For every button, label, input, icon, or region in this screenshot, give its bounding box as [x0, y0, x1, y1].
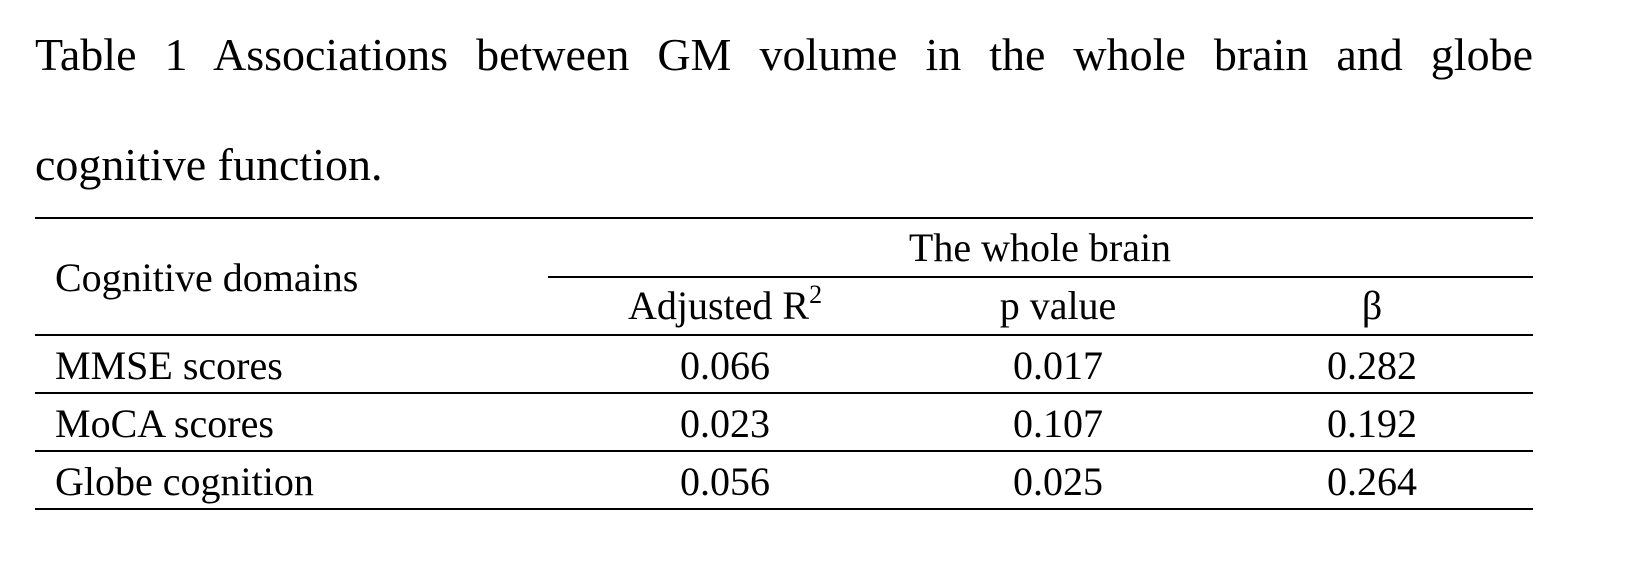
- value-cell: 0.282: [1327, 343, 1417, 388]
- value-cell: 0.017: [1013, 343, 1103, 388]
- value-cell: 0.023: [680, 401, 770, 446]
- row-rule: [35, 392, 1533, 394]
- row-header: Cognitive domains: [55, 255, 359, 300]
- group-rule: [548, 276, 1533, 278]
- column-header: β: [1361, 283, 1383, 328]
- column-header: Adjusted R2: [628, 281, 822, 331]
- group-header: The whole brain: [908, 225, 1172, 270]
- column-header: p value: [999, 283, 1117, 328]
- value-cell: 0.192: [1327, 401, 1417, 446]
- value-cell: 0.056: [680, 459, 770, 504]
- row-label: MMSE scores: [55, 343, 283, 388]
- value-cell: 0.066: [680, 343, 770, 388]
- row-label: Globe cognition: [55, 459, 314, 504]
- bottom-rule: [35, 508, 1533, 510]
- row-rule: [35, 450, 1533, 452]
- value-cell: 0.264: [1327, 459, 1417, 504]
- row-label: MoCA scores: [55, 401, 274, 446]
- caption: Table 1 Associations between GM volume i…: [35, 29, 1533, 190]
- superscript: 2: [809, 280, 823, 309]
- column-header-text: Adjusted R: [627, 283, 810, 328]
- value-cell: 0.025: [1013, 459, 1103, 504]
- value-cell: 0.107: [1013, 401, 1103, 446]
- top-rule: [35, 217, 1533, 219]
- header-rule: [35, 334, 1533, 336]
